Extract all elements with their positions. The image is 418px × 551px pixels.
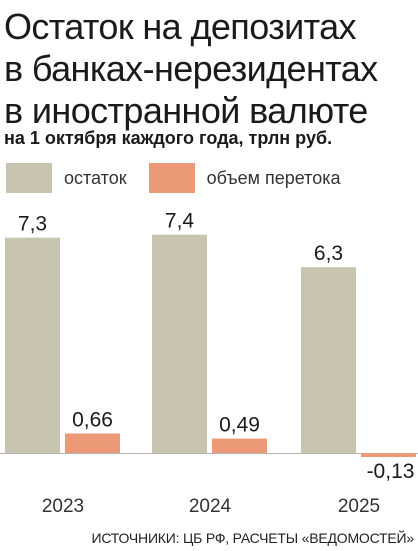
bar-flow-2023 xyxy=(65,433,120,453)
bar-balance-2024 xyxy=(152,234,207,453)
legend-swatch-balance xyxy=(6,163,52,193)
data-label-balance-2025: 6,3 xyxy=(314,242,343,265)
legend-item-balance: остаток xyxy=(6,163,127,193)
x-tick-label-2024: 2024 xyxy=(189,496,232,517)
bar-flow-2025 xyxy=(361,453,416,457)
title-line-2: в банках-нерезидентах xyxy=(4,48,378,89)
legend: остаток объем перетока xyxy=(6,163,340,193)
bar-balance-2023 xyxy=(5,237,60,453)
data-label-balance-2023: 7,3 xyxy=(18,213,47,236)
bar-balance-2025 xyxy=(301,267,356,453)
bar-flow-2024 xyxy=(212,438,267,453)
x-tick-label-2025: 2025 xyxy=(338,496,380,517)
legend-swatch-flow xyxy=(148,163,195,193)
title-line-1: Остаток на депозитах xyxy=(4,6,357,47)
chart-subtitle: на 1 октября каждого года, трлн руб. xyxy=(4,128,333,148)
chart-title: Остаток на депозитах в банках-нерезидент… xyxy=(4,6,378,132)
data-label-flow-2025: -0,13 xyxy=(367,460,415,483)
data-label-flow-2024: 0,49 xyxy=(219,414,260,437)
title-line-3: в иностранной валюте xyxy=(4,90,368,131)
data-label-balance-2024: 7,4 xyxy=(165,210,195,233)
x-tick-label-2023: 2023 xyxy=(42,496,84,517)
legend-label-balance: остаток xyxy=(64,167,127,188)
legend-item-flow: объем перетока xyxy=(148,163,341,193)
data-label-flow-2023: 0,66 xyxy=(72,409,113,432)
legend-label-flow: объем перетока xyxy=(206,167,341,188)
source-note: ИСТОЧНИКИ: ЦБ РФ, РАСЧЕТЫ «ВЕДОМОСТЕЙ» xyxy=(91,530,414,546)
